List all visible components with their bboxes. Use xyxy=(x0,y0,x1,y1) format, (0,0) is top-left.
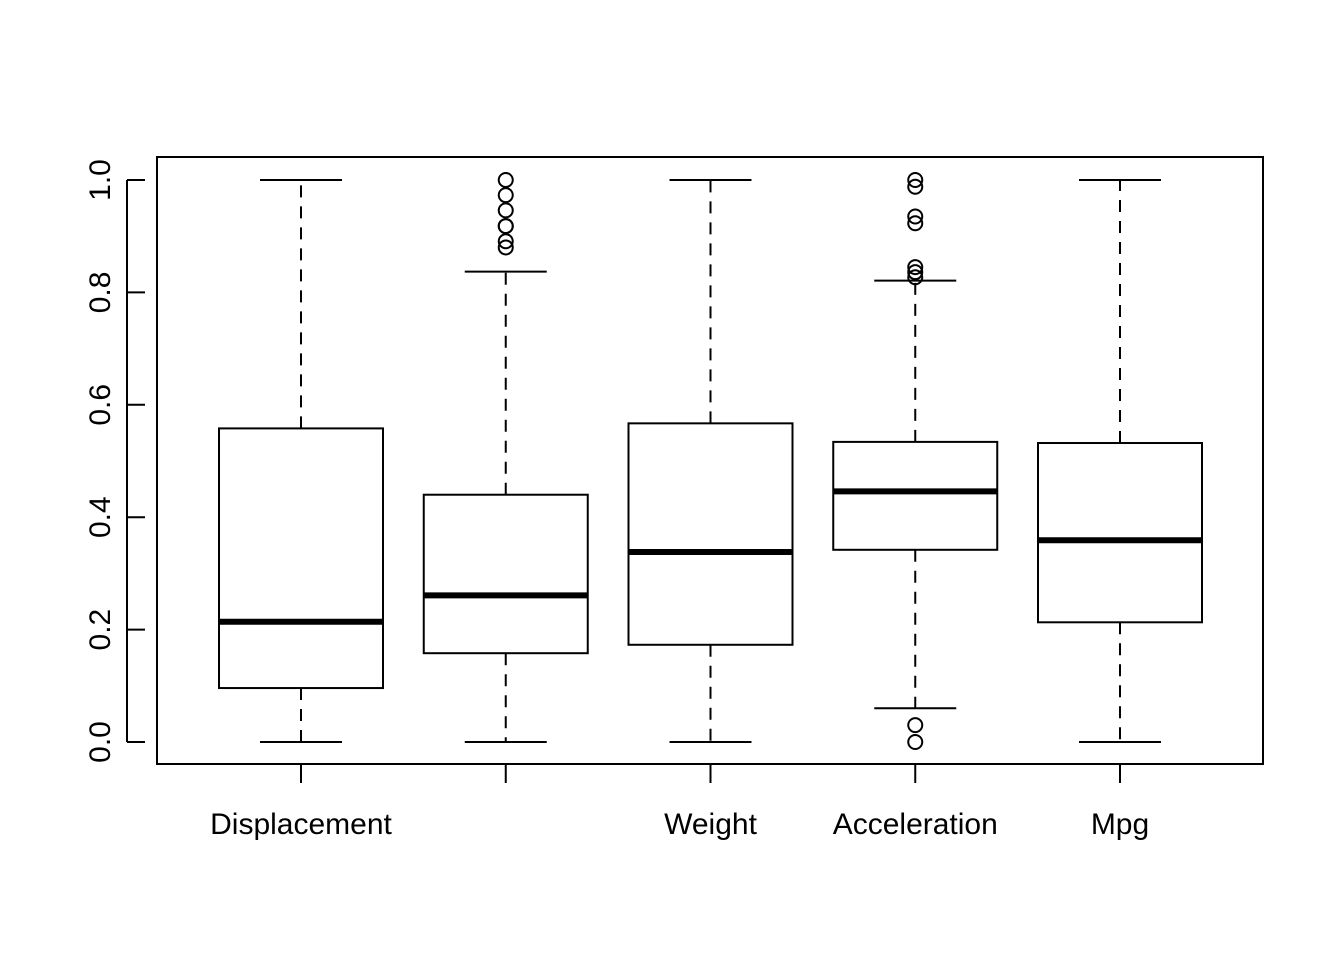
x-axis: Displacement Weight Acceleration Mpg xyxy=(210,763,1149,841)
x-tick-label: Acceleration xyxy=(833,808,998,841)
box-group xyxy=(1037,179,1203,743)
outlier-point xyxy=(907,215,924,232)
y-tick-label: 0.6 xyxy=(84,384,117,426)
box-group xyxy=(218,179,384,743)
outlier-point xyxy=(907,208,924,225)
outlier-point xyxy=(907,734,924,750)
x-tick-label: Weight xyxy=(664,808,757,841)
iqr-box xyxy=(422,493,589,655)
box-group xyxy=(832,172,999,750)
iqr-box xyxy=(627,422,794,646)
outlier-point xyxy=(907,717,924,734)
outlier-point xyxy=(907,264,924,281)
outlier-point xyxy=(497,202,514,219)
y-tick-label: 1.0 xyxy=(84,159,117,201)
box-group xyxy=(422,172,589,743)
y-tick-label: 0.2 xyxy=(84,609,117,651)
outlier-point xyxy=(497,172,514,188)
y-tick-label: 0.0 xyxy=(84,721,117,763)
outlier-point xyxy=(497,233,514,250)
iqr-box xyxy=(218,427,384,690)
iqr-box xyxy=(1037,442,1203,624)
y-tick-label: 0.8 xyxy=(84,272,117,314)
outlier-point xyxy=(497,218,514,235)
outlier-point xyxy=(907,269,924,286)
box-group xyxy=(627,179,794,743)
outlier-point xyxy=(497,239,514,256)
x-tick-label: Displacement xyxy=(210,808,392,841)
x-tick-label: Mpg xyxy=(1091,808,1149,841)
outlier-point xyxy=(907,172,924,188)
y-tick-label: 0.4 xyxy=(84,496,117,538)
boxes xyxy=(218,172,1203,750)
iqr-box xyxy=(832,440,999,551)
y-axis: 0.0 0.2 0.4 0.6 0.8 1.0 xyxy=(84,159,145,763)
outlier-point xyxy=(907,178,924,195)
outlier-point xyxy=(497,187,514,204)
outlier-point xyxy=(907,259,924,276)
